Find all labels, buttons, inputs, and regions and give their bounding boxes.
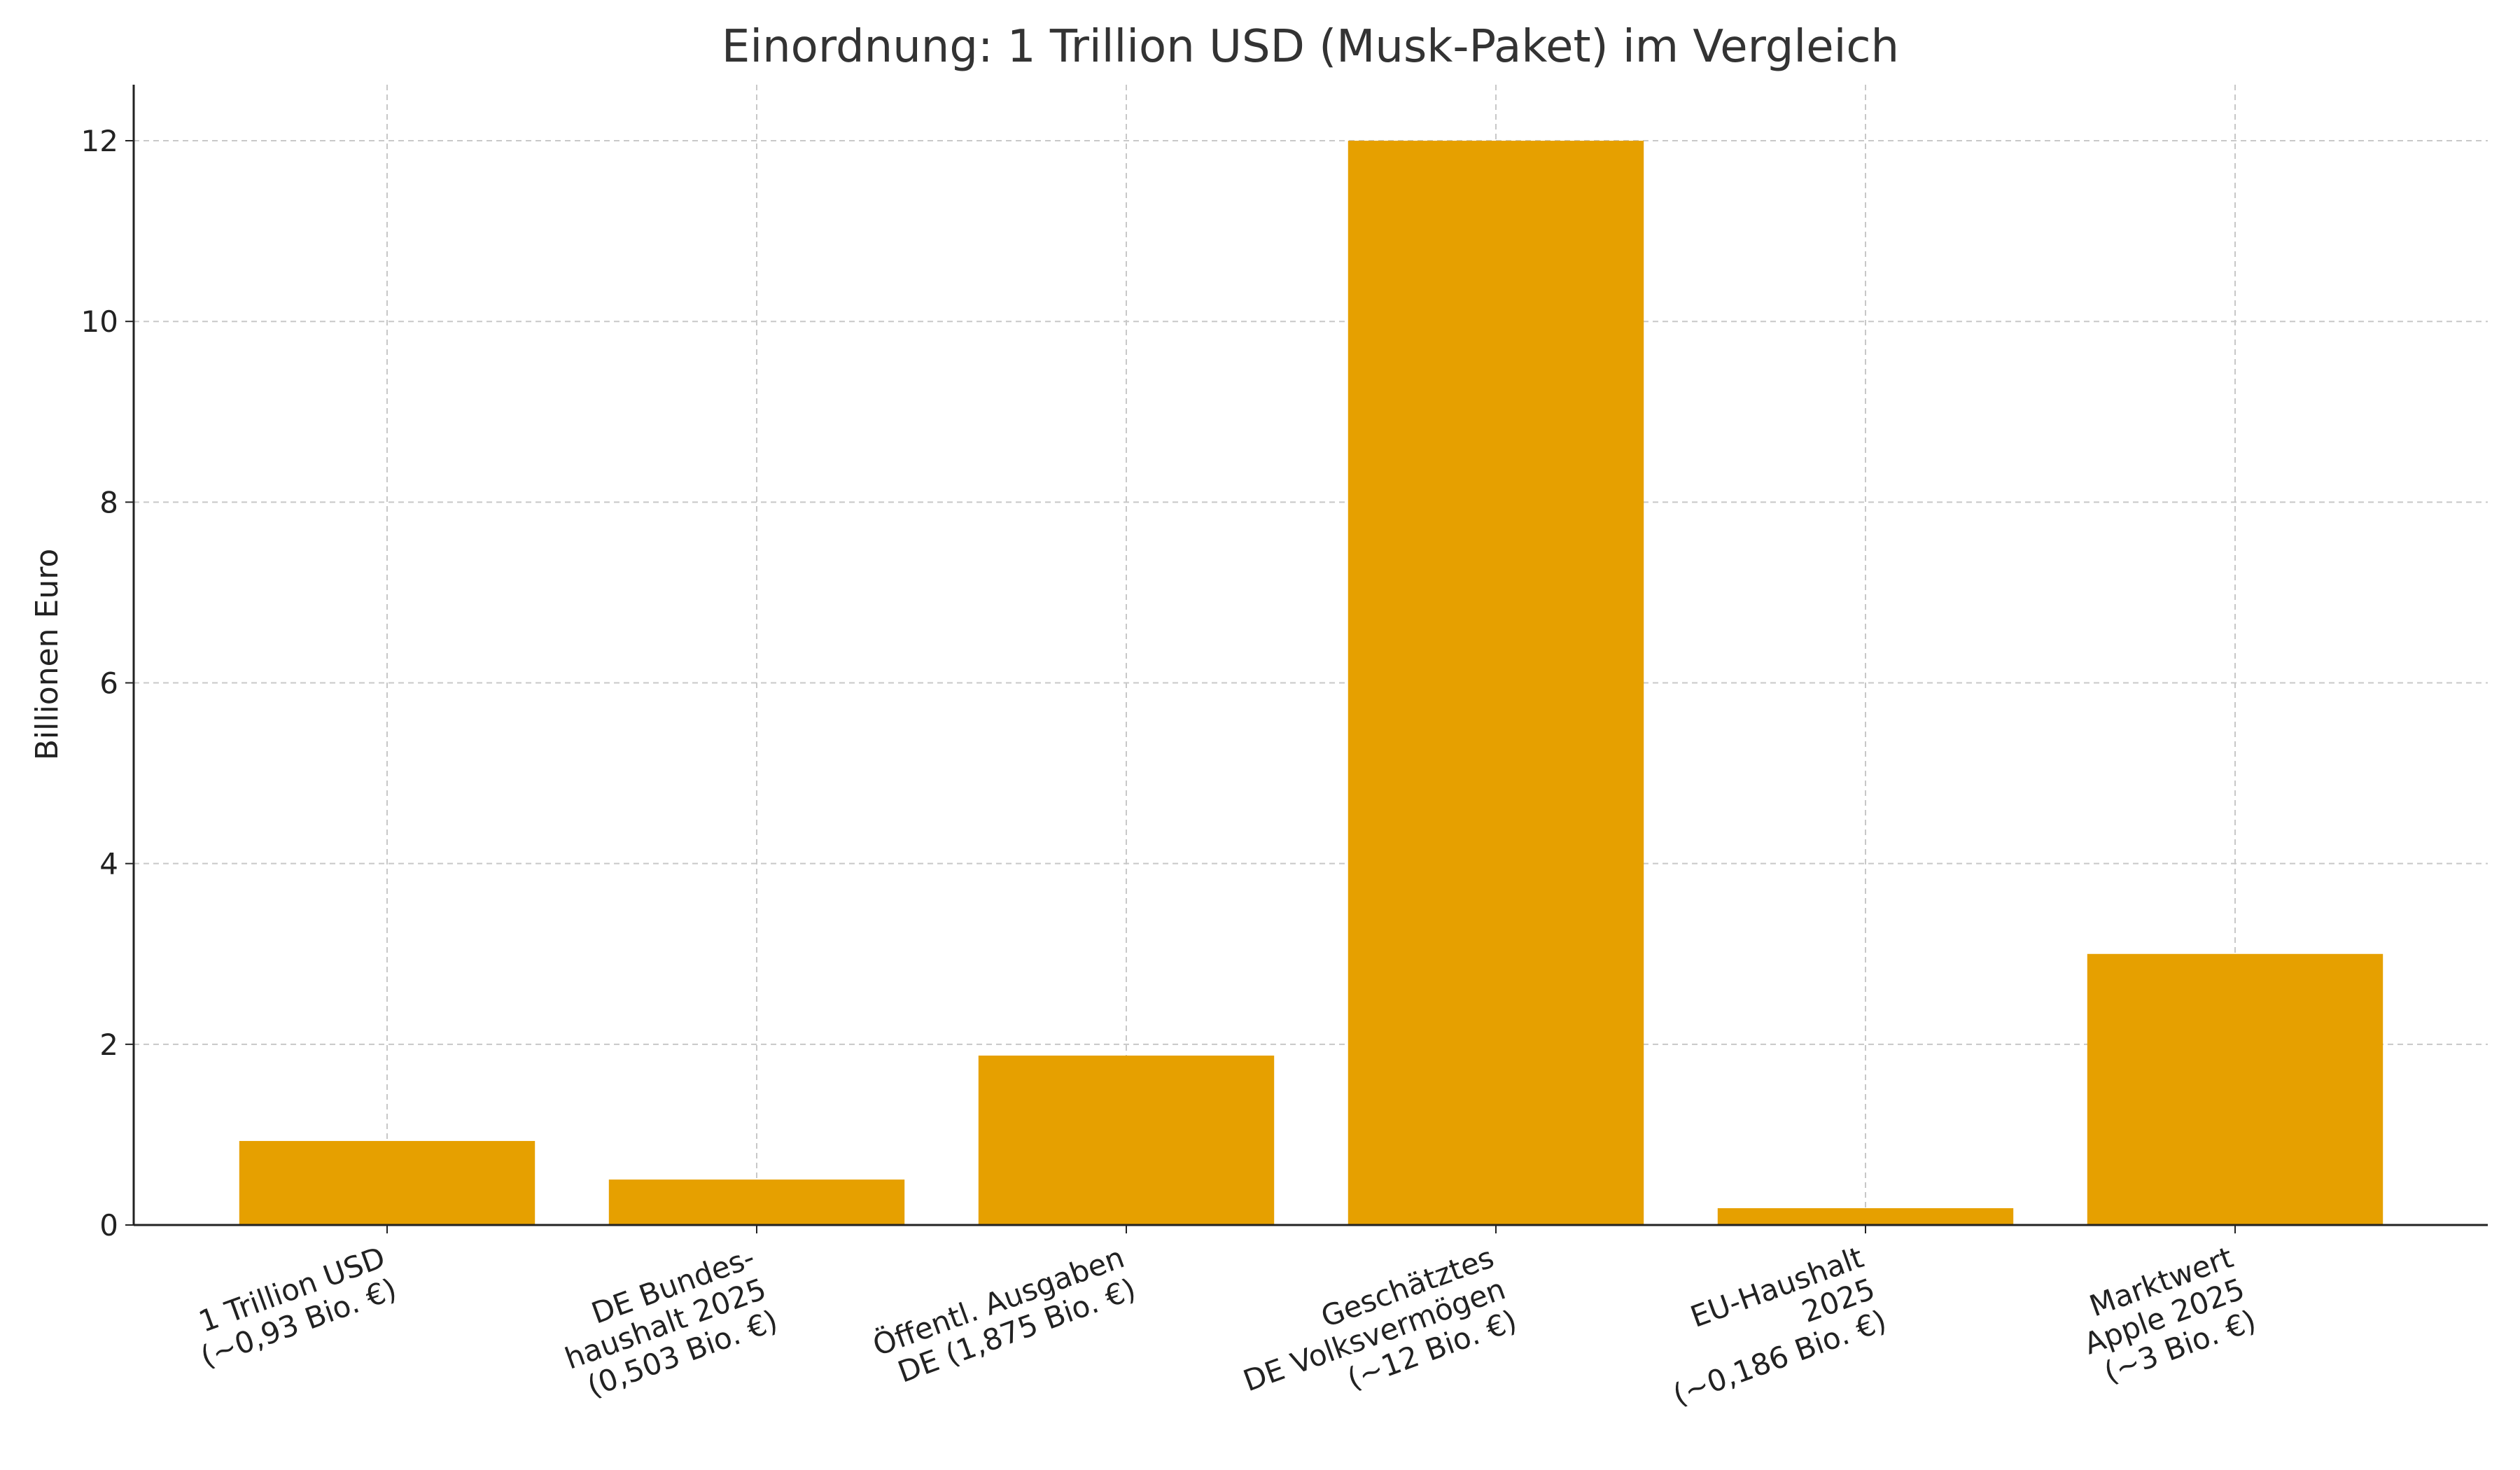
bar bbox=[1717, 1208, 2014, 1225]
y-tick-label: 4 bbox=[99, 847, 118, 881]
chart-title: Einordnung: 1 Trillion USD (Musk-Paket) … bbox=[722, 21, 1899, 73]
bar bbox=[239, 1140, 536, 1225]
bar bbox=[2087, 953, 2384, 1225]
bar bbox=[608, 1180, 905, 1225]
y-tick-label: 2 bbox=[99, 1028, 118, 1062]
y-tick-label: 0 bbox=[99, 1208, 118, 1242]
bar bbox=[978, 1055, 1275, 1225]
y-tick-label: 6 bbox=[99, 666, 118, 701]
y-tick-label: 8 bbox=[99, 485, 118, 519]
y-axis-label: Billionen Euro bbox=[29, 549, 65, 761]
y-tick-label: 10 bbox=[81, 304, 118, 339]
y-tick-label: 12 bbox=[81, 124, 118, 158]
bar bbox=[1348, 141, 1644, 1225]
